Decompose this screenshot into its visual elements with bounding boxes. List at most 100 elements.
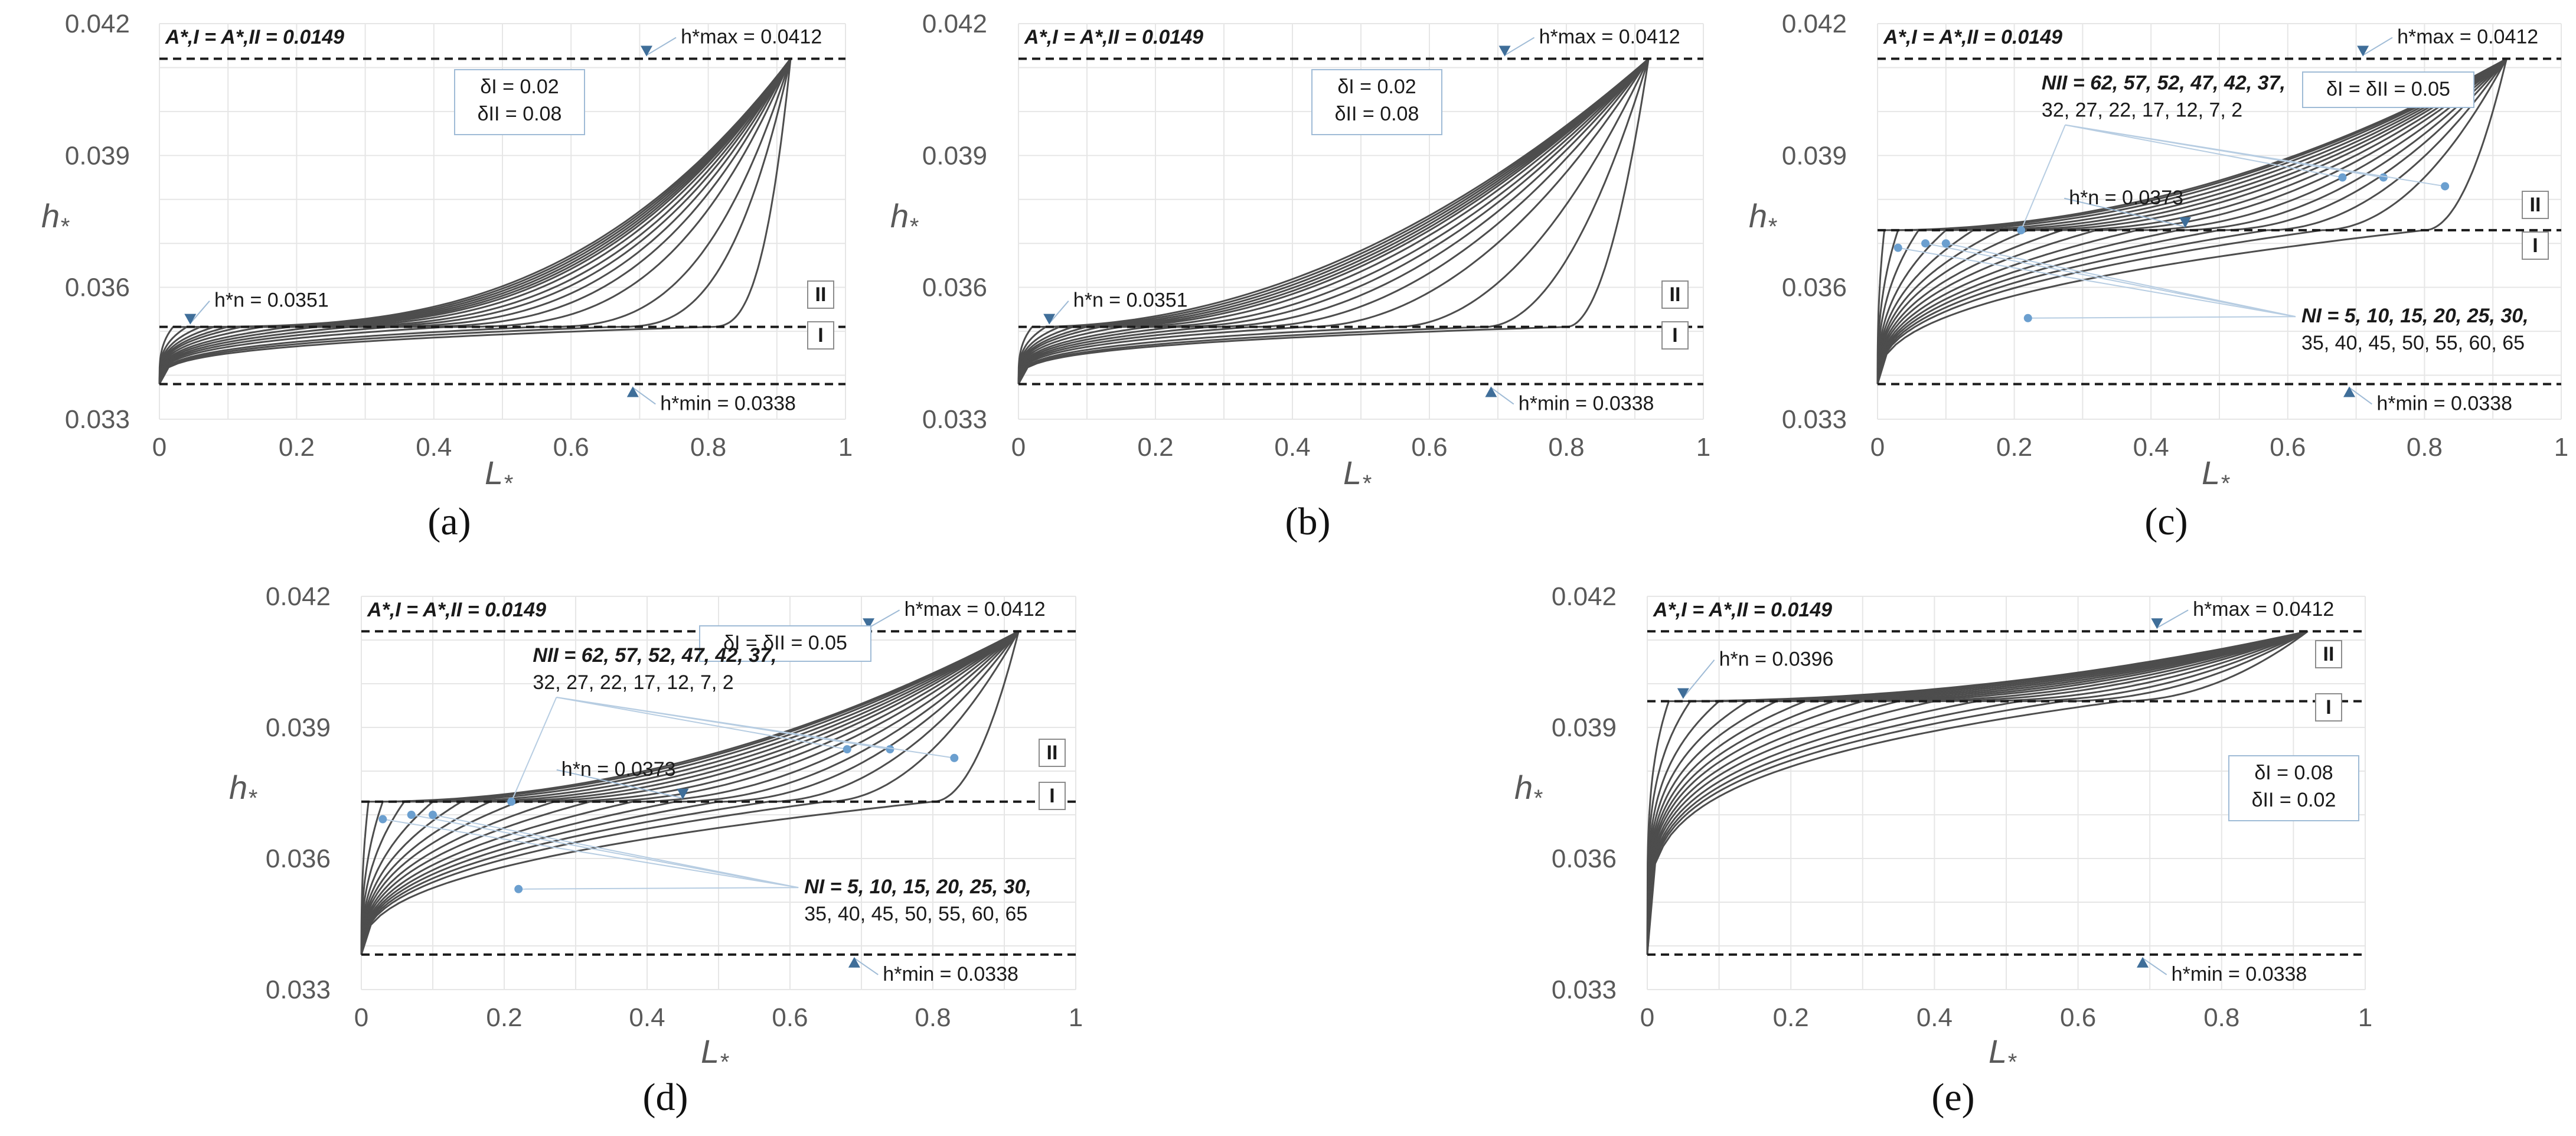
marker-II-1 [2338, 173, 2347, 182]
y-tick-label: 0.039 [65, 141, 130, 170]
x-tick-label: 0.6 [1411, 433, 1447, 462]
n-I-label-2: 35, 40, 45, 50, 55, 60, 65 [804, 903, 1027, 925]
y-tick-label: 0.039 [266, 713, 331, 742]
leader-arrow-h_max [2151, 618, 2163, 629]
delta-label-1: δI = δII = 0.05 [723, 632, 847, 654]
leader-line-h_n [2064, 197, 2186, 227]
delta-box [1311, 69, 1442, 135]
leader-arrow-h_min [2343, 386, 2356, 397]
pointer-I-0 [383, 818, 799, 889]
delta-box [454, 69, 585, 135]
region-label-II: II [2323, 643, 2335, 665]
panel-label: (a) [427, 500, 471, 543]
panel-label: (e) [1931, 1076, 1974, 1119]
region-box-I [2315, 693, 2342, 722]
n-II-label-2: 32, 27, 22, 17, 12, 7, 2 [533, 671, 733, 694]
x-tick-label: 0.8 [915, 1003, 951, 1032]
marker-II-2 [886, 745, 894, 753]
pointer-I-0 [1898, 247, 2296, 318]
area-label: A*,I = A*,II = 0.0149 [1024, 26, 1203, 48]
x-tick-label: 0 [1011, 433, 1026, 462]
y-axis-label-sub: * [1767, 214, 1777, 240]
x-tick-label: 0.6 [2060, 1003, 2096, 1032]
curve-series-10 [360, 631, 1020, 955]
x-tick-label: 0.4 [2133, 433, 2169, 462]
pointer-II-1 [556, 697, 847, 750]
region-box-I [2522, 231, 2549, 260]
x-tick-label: 0.2 [1996, 433, 2032, 462]
x-axis-label-sub: * [1362, 471, 1372, 497]
y-tick-label: 0.042 [65, 9, 130, 38]
curve-series-13 [1646, 630, 2309, 955]
region-box-I [1661, 321, 1689, 350]
x-tick-label: 1 [2554, 433, 2568, 462]
curve-series-6 [1646, 630, 2309, 955]
reference-label-h_n: h*n = 0.0351 [1073, 289, 1188, 312]
y-tick-label: 0.042 [1782, 9, 1847, 38]
region-box-I [1039, 782, 1066, 810]
pointer-I-2 [1945, 243, 2296, 318]
chart-panel-a: 0 0.2 0.4 0.6 0.8 1 0.033 0.036 0.039 0.042 h* L* h*… [41, 9, 853, 543]
x-tick-label: 0.6 [772, 1003, 808, 1032]
delta-box [699, 625, 871, 662]
y-tick-label: 0.036 [922, 273, 987, 302]
leader-arrow-h_n [184, 314, 197, 325]
marker-I-3 [2023, 314, 2032, 322]
region-label-II: II [815, 283, 827, 306]
curve-series-2 [1646, 630, 2309, 955]
x-axis-label: L* [701, 1033, 729, 1075]
chart-panel-b: 0 0.2 0.4 0.6 0.8 1 0.033 0.036 0.039 0.042 h* L* h*… [890, 9, 1710, 543]
y-tick-label: 0.033 [1782, 405, 1847, 434]
curve-series-9 [158, 58, 792, 384]
reference-label-h_min: h*min = 0.0338 [2376, 392, 2512, 414]
marker-II-0 [2017, 226, 2026, 234]
chart-panel-e: 0 0.2 0.4 0.6 0.8 1 0.033 0.036 0.039 0.042 h* L* h*… [1514, 582, 2372, 1119]
reference-label-h_max: h*max = 0.0412 [681, 26, 822, 48]
reference-label-h_min: h*min = 0.0338 [883, 963, 1018, 985]
marker-I-1 [407, 811, 416, 819]
marker-I-2 [1941, 239, 1950, 248]
leader-arrow-h_max [863, 618, 875, 629]
x-tick-label: 0.2 [279, 433, 315, 462]
reference-label-h_min: h*min = 0.0338 [660, 392, 796, 414]
delta-label-2: δII = 0.02 [2252, 789, 2336, 811]
n-I-label-1: NI = 5, 10, 15, 20, 25, 30, [804, 876, 1031, 898]
y-tick-label: 0.036 [1782, 273, 1847, 302]
marker-I-1 [1921, 239, 1930, 248]
x-tick-label: 0.8 [2407, 433, 2443, 462]
x-axis-label-sub: * [719, 1049, 729, 1075]
leader-line-h_min [2349, 387, 2372, 405]
pointer-I-1 [1925, 243, 2296, 318]
area-label: A*,I = A*,II = 0.0149 [367, 599, 546, 621]
delta-label-1: δI = δII = 0.05 [2326, 78, 2450, 100]
x-tick-label: 0.2 [1137, 433, 1173, 462]
leader-line-h_n [190, 301, 210, 324]
region-label-I: I [2326, 696, 2331, 719]
y-tick-label: 0.033 [1552, 975, 1617, 1004]
x-tick-label: 0.8 [1548, 433, 1584, 462]
x-tick-label: 0 [1640, 1003, 1654, 1032]
leader-arrow-h_n [1043, 314, 1056, 325]
leader-arrow-h_max [2357, 45, 2369, 57]
leader-arrow-h_n [2179, 217, 2192, 228]
y-axis-label-sub: * [247, 785, 257, 811]
n-I-label-1: NI = 5, 10, 15, 20, 25, 30, [2301, 305, 2529, 327]
n-II-label-1: NII = 62, 57, 52, 47, 42, 37, [2042, 72, 2286, 94]
region-label-II: II [2530, 194, 2541, 216]
chart-panel-d: 0 0.2 0.4 0.6 0.8 1 0.033 0.036 0.039 0.042 h* L* h*… [229, 582, 1083, 1119]
y-tick-label: 0.036 [1552, 844, 1617, 873]
panel-label: (b) [1285, 500, 1331, 543]
reference-label-h_min: h*min = 0.0338 [2172, 963, 2307, 985]
y-tick-label: 0.036 [65, 273, 130, 302]
region-box-II [1039, 739, 1066, 767]
x-tick-label: 0.6 [2270, 433, 2306, 462]
y-axis-label: h* [1749, 197, 1777, 240]
delta-label-1: δI = 0.02 [480, 76, 559, 98]
leader-arrow-h_n [677, 788, 689, 799]
y-tick-label: 0.042 [922, 9, 987, 38]
x-tick-label: 0.2 [486, 1003, 522, 1032]
y-tick-label: 0.036 [266, 844, 331, 873]
y-axis-label-sub: * [1533, 785, 1543, 811]
curve-series-12 [1646, 630, 2309, 955]
